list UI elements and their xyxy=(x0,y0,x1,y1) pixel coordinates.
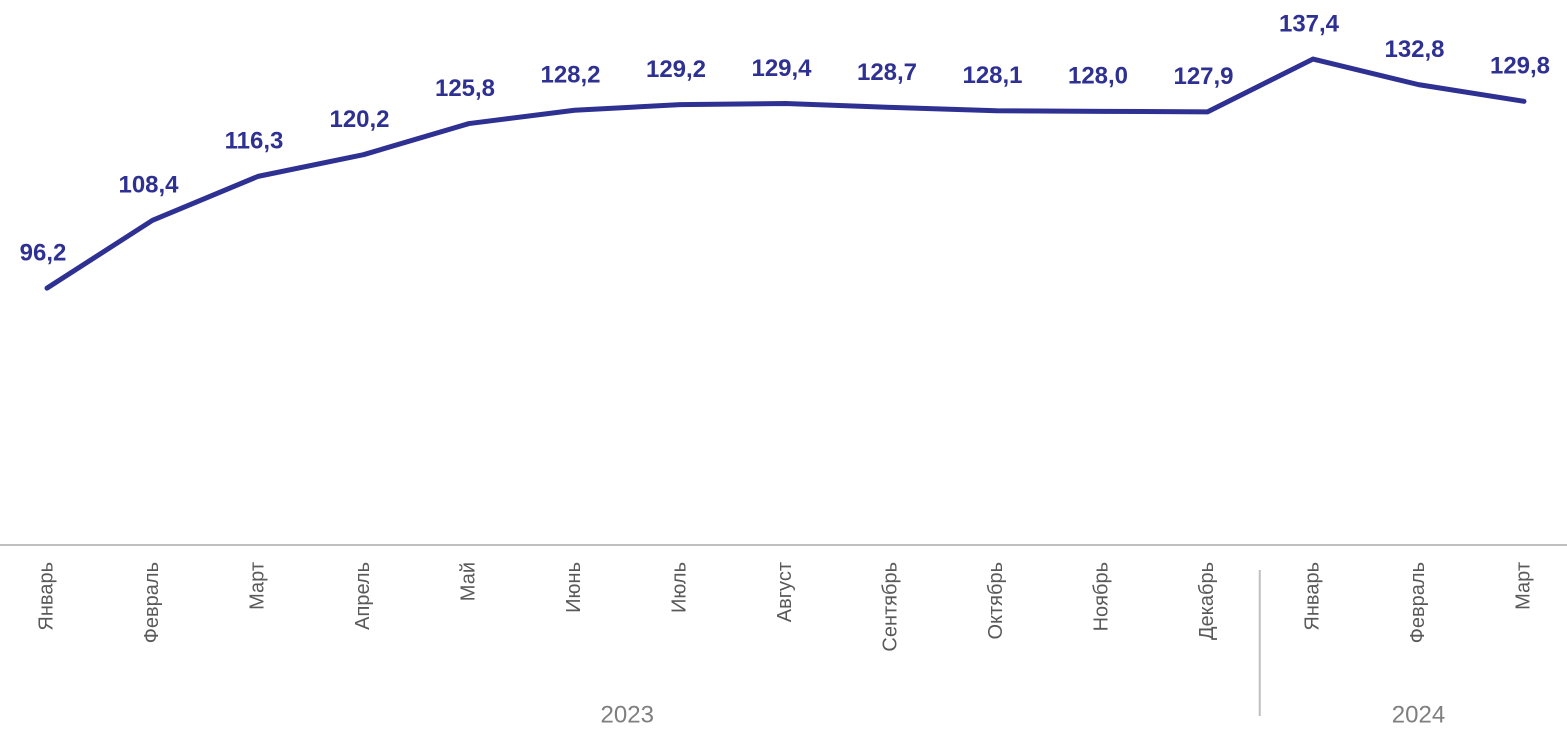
data-label: 132,8 xyxy=(1384,36,1444,63)
data-label: 96,2 xyxy=(20,239,67,266)
x-tick-label: Февраль xyxy=(141,562,163,643)
data-label: 108,4 xyxy=(118,172,179,199)
x-tick-label: Ноябрь xyxy=(1090,562,1112,631)
data-label: 125,8 xyxy=(435,75,495,102)
data-label: 120,2 xyxy=(329,106,389,133)
data-label: 116,3 xyxy=(225,128,284,155)
line xyxy=(44,56,1527,291)
x-tick-label: Декабрь xyxy=(1196,562,1218,640)
data-label: 128,7 xyxy=(857,59,917,86)
x-tick-label: Август xyxy=(774,562,796,622)
x-tick-label: Март xyxy=(246,562,268,610)
x-tick-label: Январь xyxy=(1301,562,1323,631)
data-label: 128,0 xyxy=(1068,63,1128,90)
x-tick-label: Сентябрь xyxy=(879,562,901,652)
x-tick-label: Июнь xyxy=(563,562,585,613)
x-tick-label: Апрель xyxy=(352,562,374,630)
data-label: 128,2 xyxy=(540,62,600,89)
data-label: 129,8 xyxy=(1490,53,1550,80)
data-label: 129,2 xyxy=(646,56,706,83)
x-tick-label: Июль xyxy=(668,562,690,613)
x-tick-label: Январь xyxy=(35,562,57,631)
data-label: 129,4 xyxy=(751,55,812,82)
data-label: 137,4 xyxy=(1279,10,1340,37)
x-tick-label: Февраль xyxy=(1407,562,1429,643)
year-label: 2023 xyxy=(601,701,654,728)
data-label: 127,9 xyxy=(1173,63,1233,90)
year-label: 2024 xyxy=(1392,701,1445,728)
data-label: 128,1 xyxy=(962,62,1022,89)
x-tick-label: Март xyxy=(1512,562,1534,610)
x-tick-label: Май xyxy=(457,562,479,601)
x-tick-label: Октябрь xyxy=(985,562,1007,640)
